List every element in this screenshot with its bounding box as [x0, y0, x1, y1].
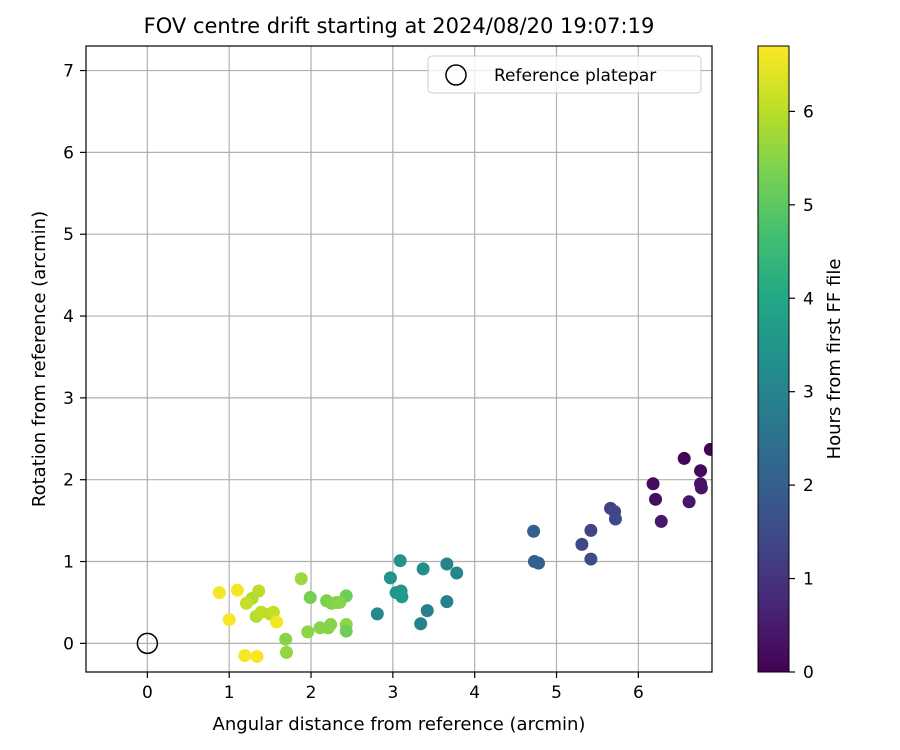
data-point [239, 596, 253, 610]
legend-marker [445, 64, 467, 86]
data-point [532, 556, 546, 570]
colorbar-tick-label: 1 [803, 570, 814, 590]
data-point [250, 649, 264, 663]
data-point [212, 586, 226, 600]
colorbar-tick-label: 4 [803, 289, 814, 309]
data-point [383, 571, 397, 585]
data-point [279, 645, 293, 659]
data-point [649, 492, 663, 506]
data-point [279, 632, 293, 646]
data-point [329, 595, 343, 609]
data-point [230, 583, 244, 597]
y-tick-label: 6 [63, 143, 74, 163]
plot-frame [85, 45, 713, 673]
data-point [420, 604, 434, 618]
data-point [646, 477, 660, 491]
data-point [450, 566, 464, 580]
data-point [266, 605, 280, 619]
data-point [703, 442, 712, 456]
data-point [677, 451, 691, 465]
x-tick-label: 2 [306, 683, 317, 703]
colorbar-tick-label: 0 [803, 663, 814, 683]
data-points [212, 442, 712, 663]
x-tick-label: 3 [387, 683, 398, 703]
colorbar-label: Hours from first FF file [824, 259, 845, 460]
colorbar-tick-label: 5 [803, 196, 814, 216]
data-point [370, 607, 384, 621]
data-point [414, 617, 428, 631]
data-point [238, 649, 252, 663]
data-point [584, 552, 598, 566]
y-tick-label: 1 [63, 553, 74, 573]
data-point [584, 523, 598, 537]
y-axis-label: Rotation from reference (arcmin) [29, 211, 50, 507]
data-point [270, 615, 284, 629]
colorbar-tick-label: 2 [803, 476, 814, 496]
data-point [682, 495, 696, 509]
data-point [575, 537, 589, 551]
legend-label: Reference platepar [494, 66, 656, 86]
x-tick-label: 6 [633, 683, 644, 703]
x-axis-ticks: 0 1 2 3 4 5 6 [142, 672, 644, 703]
x-axis-label: Angular distance from reference (arcmin) [213, 714, 586, 735]
colorbar [757, 45, 790, 673]
data-point [313, 621, 327, 635]
y-tick-label: 7 [63, 62, 74, 82]
data-point [222, 613, 236, 627]
grid-lines [86, 46, 712, 672]
chart-title: FOV centre drift starting at 2024/08/20 … [144, 14, 655, 38]
colorbar-tick-label: 6 [803, 102, 814, 122]
x-tick-label: 0 [142, 683, 153, 703]
data-point [654, 514, 668, 528]
reference-point [136, 632, 159, 655]
y-tick-label: 5 [63, 225, 74, 245]
data-point [527, 524, 541, 538]
data-point [694, 481, 708, 495]
y-tick-label: 0 [63, 634, 74, 654]
reference-marker [136, 632, 159, 655]
data-point [440, 557, 454, 571]
x-tick-label: 1 [224, 683, 235, 703]
y-axis-ticks: 0 1 2 3 4 5 6 7 [63, 62, 86, 654]
legend-box [427, 55, 702, 94]
colorbar-ticks: 0 1 2 3 4 5 6 [789, 102, 814, 683]
y-tick-label: 3 [63, 389, 74, 409]
data-point [301, 625, 315, 639]
data-point [694, 464, 708, 478]
data-point [395, 590, 409, 604]
data-point [294, 572, 308, 586]
data-point [416, 562, 430, 576]
data-point [608, 512, 622, 526]
x-tick-label: 5 [551, 683, 562, 703]
y-tick-label: 4 [63, 307, 74, 327]
y-tick-label: 2 [63, 471, 74, 491]
data-point [339, 624, 353, 638]
data-point [440, 595, 454, 609]
data-point [303, 591, 317, 605]
colorbar-tick-label: 3 [803, 383, 814, 403]
legend: Reference platepar [427, 55, 702, 94]
data-point [393, 554, 407, 568]
x-tick-label: 4 [469, 683, 480, 703]
